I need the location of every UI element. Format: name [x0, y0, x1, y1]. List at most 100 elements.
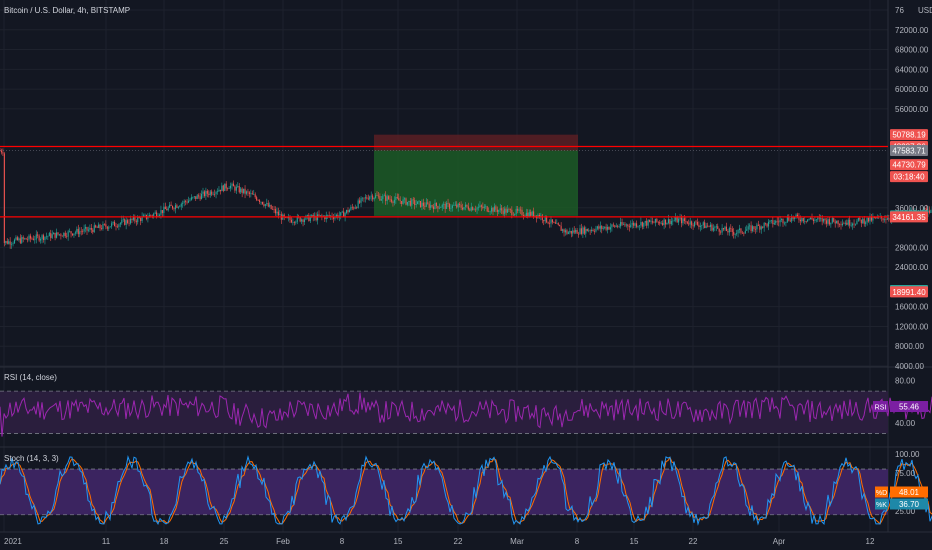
- candle-body: [214, 193, 216, 195]
- candle-body: [849, 219, 851, 226]
- candle-body: [504, 208, 506, 214]
- candle-body: [82, 231, 84, 232]
- rsi-line: [0, 392, 932, 437]
- candle-body: [106, 226, 108, 229]
- candle-body: [825, 220, 828, 224]
- candle-body: [583, 227, 585, 234]
- candle-body: [267, 203, 269, 207]
- candle-body: [254, 194, 256, 198]
- time-axis[interactable]: 2021 11 18 25 Feb 8 15 22 Mar 8 15 22 Apr 12: [4, 537, 875, 546]
- candle-body: [714, 227, 716, 228]
- candle-body: [247, 191, 249, 193]
- candle-body: [100, 228, 103, 230]
- candle-body: [585, 228, 587, 234]
- candle-body: [51, 234, 53, 238]
- rsi-label[interactable]: RSI (14, close): [4, 373, 57, 382]
- candle-body: [224, 183, 226, 191]
- candle-body: [61, 235, 63, 237]
- candle-body: [859, 217, 861, 220]
- candle-body: [360, 198, 362, 203]
- candle-body: [451, 205, 453, 209]
- candle-body: [11, 243, 13, 245]
- candle-body: [572, 230, 574, 234]
- candle-body: [482, 206, 484, 209]
- candle-body: [696, 222, 698, 225]
- candle-body: [766, 223, 768, 227]
- candle-body: [538, 214, 540, 218]
- candle-body: [566, 230, 568, 234]
- candle-body: [176, 205, 178, 208]
- candle-body: [54, 232, 56, 238]
- candle-body: [422, 202, 424, 206]
- candle-body: [64, 232, 66, 237]
- candle-body: [631, 222, 633, 225]
- candle-body: [621, 222, 623, 225]
- candle-body: [888, 218, 890, 220]
- candle-body: [53, 232, 55, 235]
- candle-body: [86, 227, 88, 231]
- candle-body: [617, 225, 619, 227]
- price-axis[interactable]: 76 72000.00 68000.00 64000.00 60000.00 56000.…: [890, 6, 929, 516]
- candle-body: [414, 200, 416, 206]
- candle-body: [206, 190, 208, 194]
- candle-body: [812, 219, 814, 221]
- candle-body: [754, 228, 756, 230]
- candle-body: [589, 230, 591, 232]
- candle-body: [541, 215, 543, 221]
- candle-body: [406, 201, 408, 205]
- candle-body: [263, 204, 265, 206]
- candle-body: [22, 237, 24, 239]
- candle-body: [56, 232, 58, 238]
- candle-body: [118, 224, 120, 227]
- candle-body: [205, 190, 207, 197]
- candle-body: [446, 202, 448, 209]
- candle-body: [798, 216, 800, 220]
- candle-body: [235, 186, 237, 191]
- candle-body: [9, 241, 11, 245]
- candle-body: [823, 218, 825, 222]
- candle-body: [712, 227, 714, 231]
- stoch-tick-label: 25.00: [895, 507, 916, 516]
- candle-body: [830, 222, 832, 225]
- candle-body: [493, 206, 495, 212]
- candle-body: [746, 229, 748, 231]
- price-tick-label: 4000.00: [895, 362, 924, 371]
- candle-body: [498, 210, 500, 212]
- candle-body: [440, 207, 442, 208]
- candle-body: [2, 152, 4, 154]
- candle-body: [759, 225, 761, 230]
- candle-body: [330, 215, 332, 217]
- candle-body: [698, 224, 700, 228]
- candle-body: [29, 235, 31, 239]
- candle-body: [119, 223, 121, 225]
- candle-body: [170, 204, 172, 206]
- candle-body: [868, 217, 870, 222]
- symbol-title[interactable]: Bitcoin / U.S. Dollar, 4h, BITSTAMP: [4, 6, 131, 15]
- candle-body: [473, 209, 475, 211]
- candle-body: [161, 210, 163, 213]
- candle-body: [831, 218, 833, 223]
- price-tick-label: 12000.00: [895, 322, 929, 331]
- candle-body: [260, 201, 262, 203]
- candle-body: [811, 217, 813, 220]
- candle-body: [48, 233, 50, 237]
- candle-body: [332, 217, 335, 219]
- candle-body: [501, 208, 503, 211]
- candle-body: [244, 188, 246, 194]
- candle-body: [212, 193, 214, 195]
- candle-body: [802, 218, 804, 222]
- candle-body: [614, 225, 616, 227]
- stoch-label[interactable]: Stoch (14, 3, 3): [4, 454, 59, 463]
- candle-body: [196, 195, 198, 199]
- time-tick-label: 8: [575, 537, 580, 546]
- candle-body: [689, 221, 691, 225]
- candle-body: [186, 201, 188, 203]
- candle-body: [560, 226, 562, 231]
- candle-body: [350, 206, 352, 210]
- candle-body: [605, 226, 607, 230]
- candle-body: [198, 195, 200, 197]
- candle-body: [483, 206, 485, 209]
- candle-body: [302, 219, 304, 223]
- candle-body: [776, 220, 778, 222]
